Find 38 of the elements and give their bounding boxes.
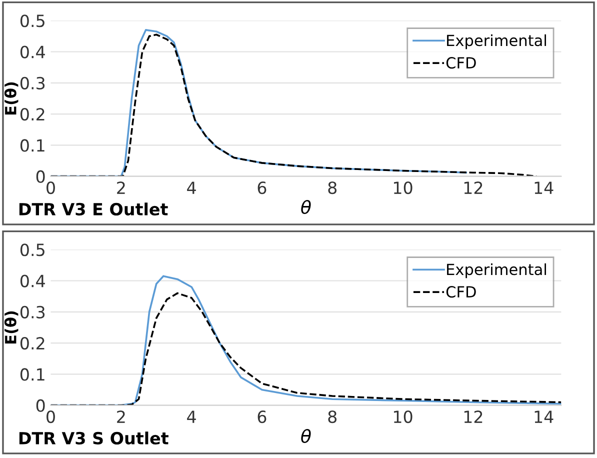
y-tick-label: 0.1: [20, 368, 44, 381]
y-tick-label: 0.5: [20, 244, 44, 256]
x-tick-label: 14: [534, 410, 554, 423]
x-tick-label: 12: [464, 181, 482, 194]
x-tick-label: 0: [46, 181, 55, 194]
x-tick-label: 8: [328, 410, 337, 424]
x-tick-label: 6: [258, 410, 266, 424]
x-axis-title: θ: [301, 200, 311, 214]
x-tick-label: 2: [117, 410, 125, 423]
x-tick-label: 14: [534, 182, 554, 194]
y-tick-label: 0: [36, 399, 45, 412]
legend-label: Experimental: [447, 34, 546, 50]
y-axis-title: E(θ): [4, 311, 18, 344]
x-tick-label: 0: [46, 410, 55, 424]
text: DTR V3 E Outlet: [19, 202, 168, 216]
y-tick-label: 0.3: [20, 306, 45, 318]
x-tick-label: 10: [394, 181, 412, 194]
y-tick-label: 0.2: [20, 337, 44, 350]
y-tick-label: 0.5: [20, 14, 44, 28]
x-tick-label: 6: [258, 181, 266, 194]
y-tick-label: 0.3: [20, 76, 45, 90]
x-tick-label: 2: [117, 181, 125, 194]
x-tick-label: 8: [328, 181, 337, 194]
y-axis-title: E(θ): [4, 82, 18, 115]
y-tick-label: 0.4: [20, 46, 45, 58]
y-tick-label: 0.4: [20, 274, 45, 288]
y-tick-label: 0.2: [20, 108, 44, 121]
x-tick-label: 4: [187, 410, 196, 423]
legend-label: CFD: [446, 286, 476, 298]
y-tick-label: 0: [36, 170, 45, 183]
x-tick-label: 4: [187, 182, 196, 194]
x-axis-title: θ: [301, 428, 311, 444]
y-tick-label: 0.1: [20, 139, 44, 152]
legend-label: CFD: [446, 57, 476, 69]
legend-label: Experimental: [447, 263, 546, 278]
x-tick-label: 12: [464, 410, 482, 423]
text: DTR V3 S Outlet: [19, 432, 168, 444]
x-tick-label: 10: [394, 410, 412, 424]
